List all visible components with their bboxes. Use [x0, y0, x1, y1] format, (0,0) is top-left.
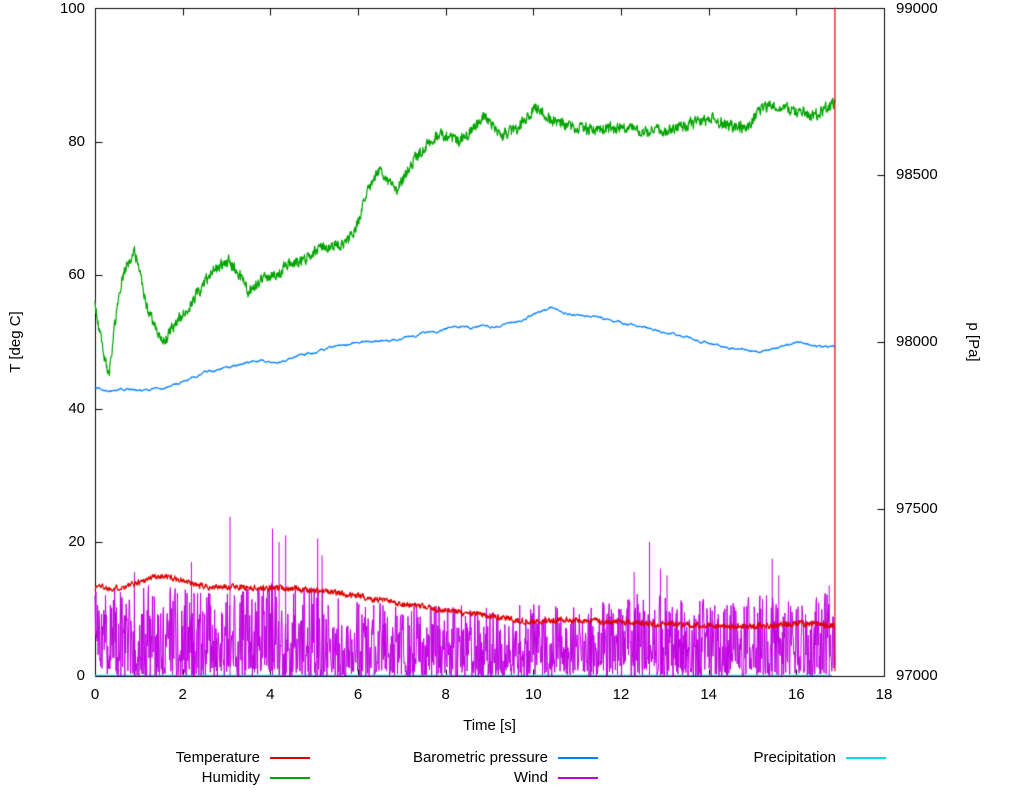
legend-label-humidity: Humidity [201, 769, 260, 786]
y-left-tick-label: 20 [68, 533, 85, 551]
y-right-tick-label: 98000 [896, 333, 938, 350]
y-right-tick-label: 97000 [896, 667, 938, 684]
x-tick-label: 4 [266, 686, 275, 703]
x-tick-label: 0 [90, 686, 100, 703]
x-tick-label: 12 [612, 686, 630, 703]
x-tick-label: 16 [787, 686, 805, 703]
legend-row: Humidity Wind [0, 768, 1024, 788]
legend-item-wind: Wind [310, 769, 598, 787]
y-right-tick-label: 99000 [896, 0, 938, 17]
x-tick-label: 2 [178, 686, 187, 703]
legend-label-barometric-pressure: Barometric pressure [412, 749, 548, 766]
y-left-tick-label: 100 [59, 0, 85, 17]
x-axis-title: Time [s] [463, 717, 516, 734]
legend-line-humidity [270, 777, 310, 779]
legend-label-wind: Wind [513, 769, 548, 786]
y-left-tick-label: 0 [76, 667, 85, 684]
x-tick-label: 18 [875, 686, 893, 703]
x-tick-label: 10 [524, 686, 542, 703]
y-axis-title-right: p [Pa] [965, 322, 982, 362]
legend-row: Temperature Barometric pressure Precipit… [0, 748, 1024, 768]
x-tick-label: 14 [700, 686, 717, 703]
legend-label-temperature: Temperature [175, 749, 260, 766]
y-right-tick-label: 97500 [896, 500, 938, 517]
legend-label-precipitation: Precipitation [753, 749, 836, 766]
x-tick-label: 6 [353, 686, 363, 703]
legend-item-humidity: Humidity [0, 769, 310, 787]
legend-line-temperature [270, 757, 310, 759]
y-axis-title-left: T [deg C] [7, 311, 24, 373]
x-tick-label: 8 [441, 686, 450, 703]
legend-line-precipitation [846, 757, 886, 759]
y-right-tick-label: 98500 [896, 166, 938, 183]
y-left-tick-label: 60 [68, 266, 85, 284]
y-left-tick-label: 40 [68, 399, 85, 417]
legend-item-precipitation: Precipitation [598, 749, 886, 767]
chart-legend: Temperature Barometric pressure Precipit… [0, 748, 1024, 788]
y-left-tick-label: 80 [68, 132, 85, 150]
legend-line-barometric-pressure [558, 757, 598, 759]
legend-item-temperature: Temperature [0, 749, 310, 767]
legend-line-wind [558, 777, 598, 779]
legend-item-barometric-pressure: Barometric pressure [310, 749, 598, 767]
